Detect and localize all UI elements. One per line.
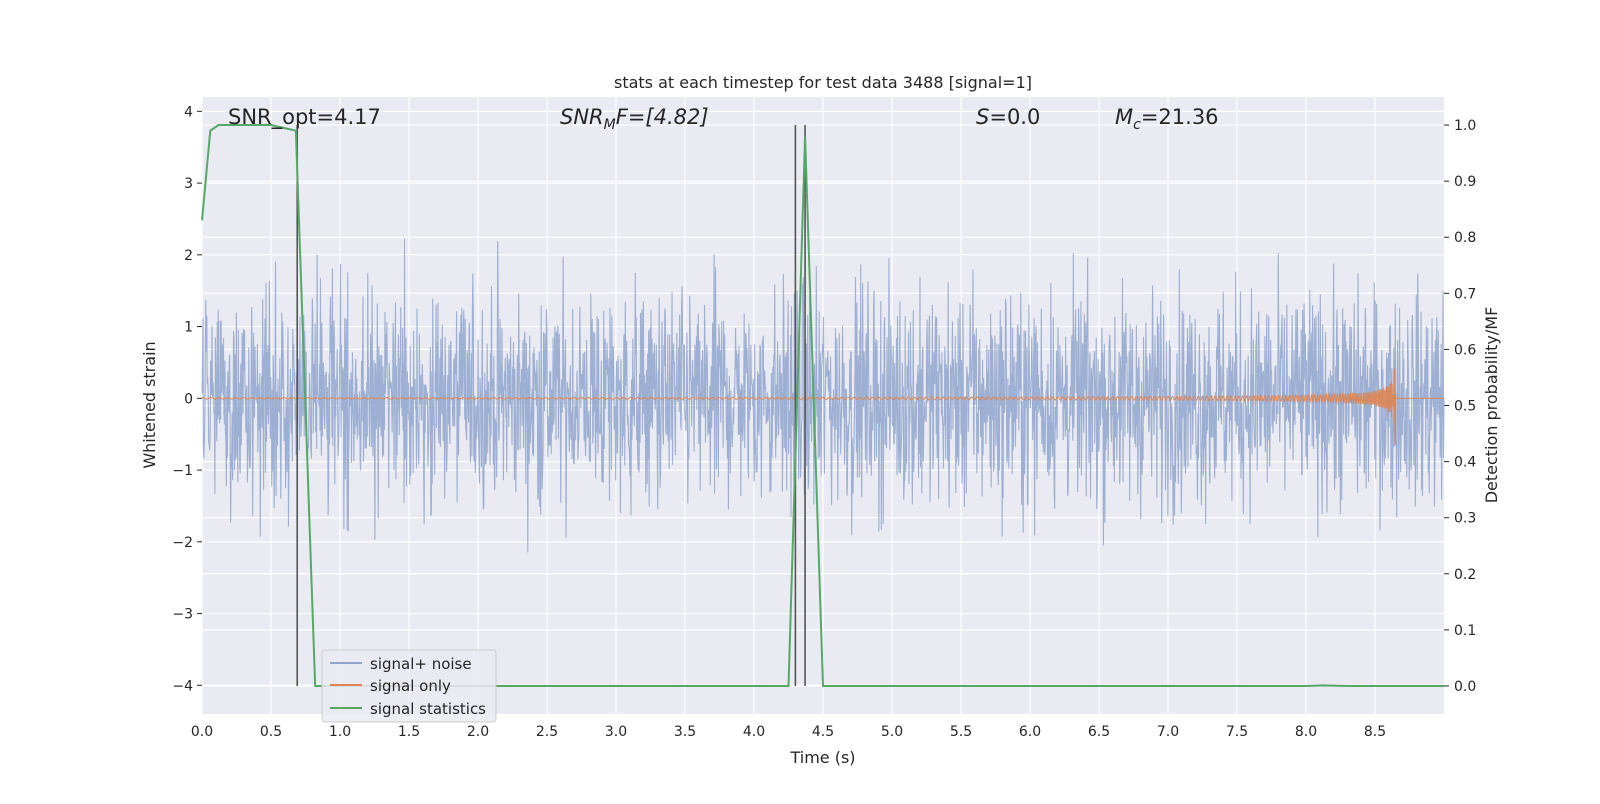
x-tick-label: 0.0: [191, 724, 213, 740]
x-tick-label: 4.5: [812, 724, 834, 740]
legend-label-signal-only: signal only: [370, 677, 451, 695]
snr-opt-annotation: SNR_opt=4.17: [228, 105, 381, 130]
snr-mf-annotation: SNRMF=[4.82]: [560, 105, 709, 133]
s-rest: =0.0: [989, 105, 1040, 129]
y-tick-label: −2: [172, 535, 193, 551]
s-var: S: [976, 105, 989, 129]
marker-lines: [296, 125, 806, 686]
y2-tick-label: 0.5: [1454, 399, 1476, 415]
y2-tick-label: 0.2: [1454, 567, 1476, 583]
s-annotation: S=0.0: [976, 105, 1040, 129]
x-axis-label: Time (s): [789, 748, 855, 767]
y-tick-label: −4: [172, 678, 193, 694]
mc-annotation: Mc=21.36: [1115, 105, 1219, 133]
y-tick-label: −1: [172, 463, 193, 479]
snr-mf-sub: M: [604, 117, 616, 133]
mc-sub: c: [1133, 117, 1141, 133]
y2-tick-label: 0.9: [1454, 174, 1476, 190]
x-tick-label: 3.0: [605, 724, 627, 740]
y2-tick-label: 0.8: [1454, 230, 1476, 246]
y2-tick-label: 0.6: [1454, 342, 1476, 358]
y-tick-label: −3: [172, 607, 193, 623]
y2-tick-label: 0.3: [1454, 511, 1476, 527]
signal-only-series: [201, 368, 1444, 446]
y-tick-labels: −4 −3 −2 −1 0 1 2 3 4: [172, 104, 193, 694]
snr-mf-rest: F=[4.82]: [616, 105, 709, 129]
legend-box: [321, 649, 497, 723]
x-tick-label: 3.5: [674, 724, 696, 740]
x-tick-label: 8.0: [1295, 724, 1317, 740]
legend-label-signal-noise: signal+ noise: [370, 655, 472, 673]
x-tick-label: 8.5: [1364, 724, 1386, 740]
x-tick-label: 6.0: [1019, 724, 1041, 740]
y-axis-label: Whitened strain: [140, 341, 159, 468]
x-tick-label: 1.5: [398, 724, 420, 740]
x-tick-label: 2.5: [536, 724, 558, 740]
signal-statistics-series: [201, 124, 1444, 687]
y2-tick-labels: 0.0 0.1 0.2 0.3 0.4 0.5 0.6 0.7 0.8 0.9 1.0: [1454, 118, 1476, 695]
x-tick-label: 6.5: [1088, 724, 1110, 740]
y-tick-label: 1: [184, 320, 193, 336]
y2-tick-label: 0.1: [1454, 623, 1476, 639]
signal-noise-line: [201, 238, 1445, 553]
y-tick-label: 3: [184, 176, 193, 192]
x-tick-labels: 0.0 0.5 1.0 1.5 2.0 2.5 3.0 3.5 4.0 4.5 5.0 5.5 6.0 6…: [191, 724, 1386, 740]
signal-noise-series: [201, 238, 1445, 553]
x-tick-label: 0.5: [260, 724, 282, 740]
y-tick-label: 2: [184, 248, 193, 264]
x-tick-label: 5.0: [881, 724, 903, 740]
snr-mf-base: SNR: [560, 105, 604, 129]
x-tick-label: 4.0: [743, 724, 765, 740]
y2-tick-label: 1.0: [1454, 118, 1476, 134]
signal-only-line: [201, 368, 1444, 446]
signal-statistics-line: [201, 124, 1444, 687]
chart-title: stats at each timestep for test data 348…: [614, 73, 1032, 92]
x-tick-label: 5.5: [950, 724, 972, 740]
x-tick-label: 2.0: [467, 724, 489, 740]
x-tick-label: 1.0: [329, 724, 351, 740]
y2-tick-label: 0.0: [1454, 679, 1476, 695]
y2-tick-label: 0.4: [1454, 455, 1476, 471]
legend: signal+ noise signal only signal statist…: [321, 649, 497, 723]
x-tick-label: 7.5: [1226, 724, 1248, 740]
y-tick-label: 0: [184, 391, 193, 407]
x-tick-label: 7.0: [1157, 724, 1179, 740]
mc-var: M: [1115, 105, 1133, 129]
y-tick-label: 4: [184, 104, 193, 120]
y2-axis-label: Detection probability/MF: [1482, 307, 1501, 504]
y2-tick-label: 0.7: [1454, 286, 1476, 302]
mc-rest: =21.36: [1141, 105, 1219, 129]
legend-label-signal-statistics: signal statistics: [370, 700, 486, 718]
